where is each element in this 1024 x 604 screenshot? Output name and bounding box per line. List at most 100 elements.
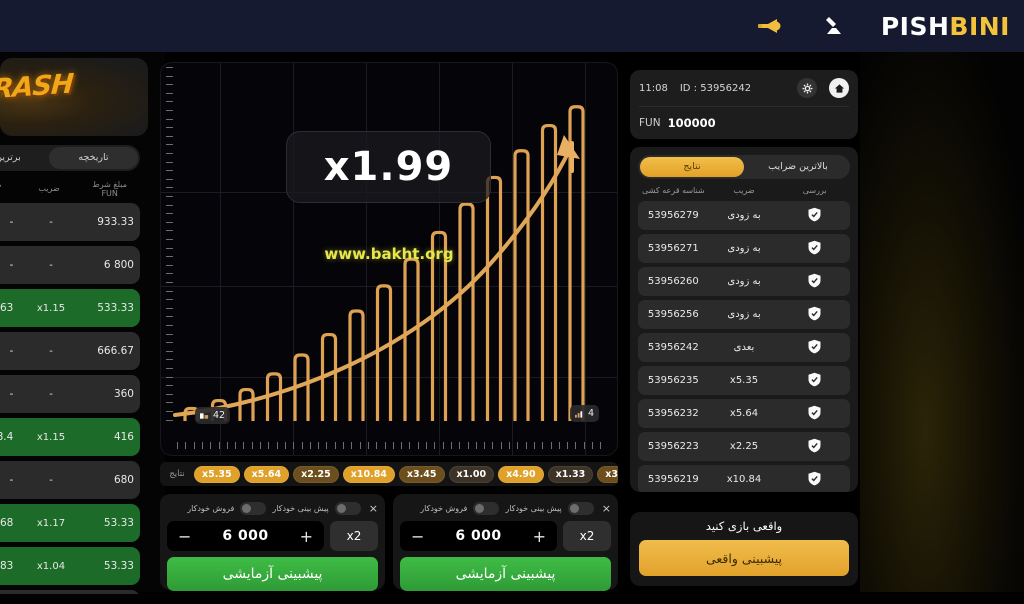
table-row[interactable]: 2 869.68 x1.17 53.33 [0, 504, 140, 542]
auto-sell-label-2: فروش خودکار [420, 503, 468, 513]
increase-bet-button-2[interactable]: + [532, 526, 546, 546]
real-bet-button[interactable]: پیشبینی واقعی [639, 540, 849, 576]
demo-bet-button-1[interactable]: پیشبینی آزمایشی [167, 557, 378, 591]
crash-game-banner: CRASH [0, 58, 148, 136]
logo-text-first: PISH [880, 11, 950, 41]
table-row[interactable]: - - 360 [0, 375, 140, 413]
close-icon[interactable]: × [368, 501, 378, 515]
cell-multiplier: x2.25 [729, 441, 759, 452]
multiplier-chip[interactable]: x2.25 [293, 465, 339, 483]
bottom-bar [0, 594, 1024, 604]
brand-logo: PISHBINI [881, 12, 1010, 41]
table-row[interactable]: 53956242 بعدی [638, 333, 850, 362]
multiplier-chip[interactable]: x1.00 [448, 465, 495, 483]
auto-sell-toggle-2[interactable] [473, 501, 500, 515]
table-row[interactable]: 53956219 x10.84 [638, 465, 850, 492]
shield-check-icon[interactable] [807, 438, 822, 453]
megaphone-icon[interactable] [753, 11, 787, 41]
table-row[interactable]: - - 6 800 [0, 246, 140, 284]
cell-verify[interactable] [779, 372, 850, 390]
shield-check-icon[interactable] [807, 405, 822, 420]
multiplier-chip[interactable]: x10.84 [342, 465, 395, 483]
cell-draw-id: 53956235 [647, 375, 699, 386]
multiplier-chip[interactable]: x3.54 [597, 465, 618, 483]
table-row[interactable]: 53956271 به زودی [638, 234, 850, 263]
bet-panel-1-options: فروش خودکار پیش بینی خودکار × [167, 500, 378, 516]
cell-verify[interactable] [779, 306, 850, 324]
cell-multiplier: x10.84 [726, 474, 762, 485]
cell-verify[interactable] [779, 438, 850, 456]
tab-highest-multipliers[interactable]: بالاترین ضرایب [768, 161, 828, 172]
shield-check-icon[interactable] [807, 240, 822, 255]
cell-multiplier: - [49, 345, 53, 357]
shield-check-icon[interactable] [807, 372, 822, 387]
cell-verify[interactable] [779, 207, 850, 225]
table-row[interactable]: - - 666.67 [0, 332, 140, 370]
table-row[interactable]: 53956260 به زودی [638, 267, 850, 296]
cell-win: - [9, 216, 14, 228]
tab-results[interactable]: نتایج [640, 157, 744, 177]
table-row[interactable]: - - 933.33 [0, 203, 140, 241]
cell-bet: 360 [113, 388, 134, 400]
cell-verify[interactable] [779, 240, 850, 258]
home-icon[interactable] [829, 78, 849, 98]
balance-amount: 100000 [667, 116, 716, 130]
cell-verify[interactable] [779, 471, 850, 489]
table-row[interactable]: 53956279 به زودی [638, 201, 850, 230]
cell-verify[interactable] [779, 339, 850, 357]
double-bet-button-1[interactable]: x2 [330, 521, 378, 551]
multiplier-chip[interactable]: x1.33 [547, 465, 594, 483]
multiplier-chip[interactable]: x5.35 [194, 465, 240, 483]
decrease-bet-button-2[interactable]: − [411, 526, 425, 546]
decrease-bet-button-1[interactable]: − [178, 526, 192, 546]
chart-bar [540, 123, 558, 421]
increase-bet-button-1[interactable]: + [299, 526, 313, 546]
table-row[interactable]: 2 550.83 x1.04 53.33 [0, 547, 140, 585]
gavel-icon[interactable] [817, 11, 851, 41]
gear-icon[interactable] [797, 78, 817, 98]
multiplier-chip[interactable]: x5.64 [243, 465, 290, 483]
shield-check-icon[interactable] [807, 207, 822, 222]
multiplier-chip[interactable]: x3.45 [398, 465, 445, 483]
auto-sell-toggle-1[interactable] [240, 501, 267, 515]
auto-bet-toggle-1[interactable] [334, 501, 361, 515]
table-row[interactable]: 53956235 x5.35 [638, 366, 850, 395]
bet-panel-2-options: فروش خودکار پیش بینی خودکار × [400, 500, 611, 516]
results-rows: 53956279 به زودی 53956271 به زودی 53956260 به… [638, 201, 850, 492]
tab-history[interactable]: تاریخچه [49, 147, 138, 169]
col-win-amount: مبلغ بردFUN [0, 180, 19, 198]
close-icon[interactable]: × [601, 501, 611, 515]
bet-amount-value-1[interactable]: 6 000 [222, 528, 269, 544]
cell-draw-id: 53956279 [647, 210, 699, 221]
cell-multiplier: بعدی [733, 342, 755, 353]
double-bet-button-2[interactable]: x2 [563, 521, 611, 551]
table-row[interactable]: - - 680 [0, 461, 140, 499]
table-row[interactable]: 53956232 x5.64 [638, 399, 850, 428]
cell-multiplier: - [49, 216, 53, 228]
cell-multiplier: به زودی [727, 309, 761, 320]
cell-win: 28 212.63 [0, 302, 14, 314]
table-row[interactable]: 28 212.63 x1.15 533.33 [0, 289, 140, 327]
table-row[interactable]: 5 078.4 x1.15 416 [0, 418, 140, 456]
cell-draw-id: 53956260 [647, 276, 699, 287]
tab-top-players[interactable]: برترین ها [0, 152, 21, 163]
demo-bet-button-2[interactable]: پیشبینی آزمایشی [400, 557, 611, 591]
cell-win: 2 869.68 [0, 517, 14, 529]
bet-amount-value-2[interactable]: 6 000 [455, 528, 502, 544]
chart-bar [348, 309, 365, 421]
multiplier-chip[interactable]: x4.90 [498, 465, 544, 483]
table-row[interactable]: 53956256 به زودی [638, 300, 850, 329]
bet-amount-stepper-2[interactable]: − 6 000 + [400, 521, 557, 551]
shield-check-icon[interactable] [807, 471, 822, 486]
cell-verify[interactable] [779, 405, 850, 423]
auto-bet-toggle-2[interactable] [567, 501, 594, 515]
shield-check-icon[interactable] [807, 273, 822, 288]
shield-check-icon[interactable] [807, 306, 822, 321]
table-row[interactable]: 53956223 x2.25 [638, 432, 850, 461]
site-watermark: www.bakht.org [324, 245, 454, 263]
bet-amount-stepper-1[interactable]: − 6 000 + [167, 521, 324, 551]
shield-check-icon[interactable] [807, 339, 822, 354]
cell-verify[interactable] [779, 273, 850, 291]
